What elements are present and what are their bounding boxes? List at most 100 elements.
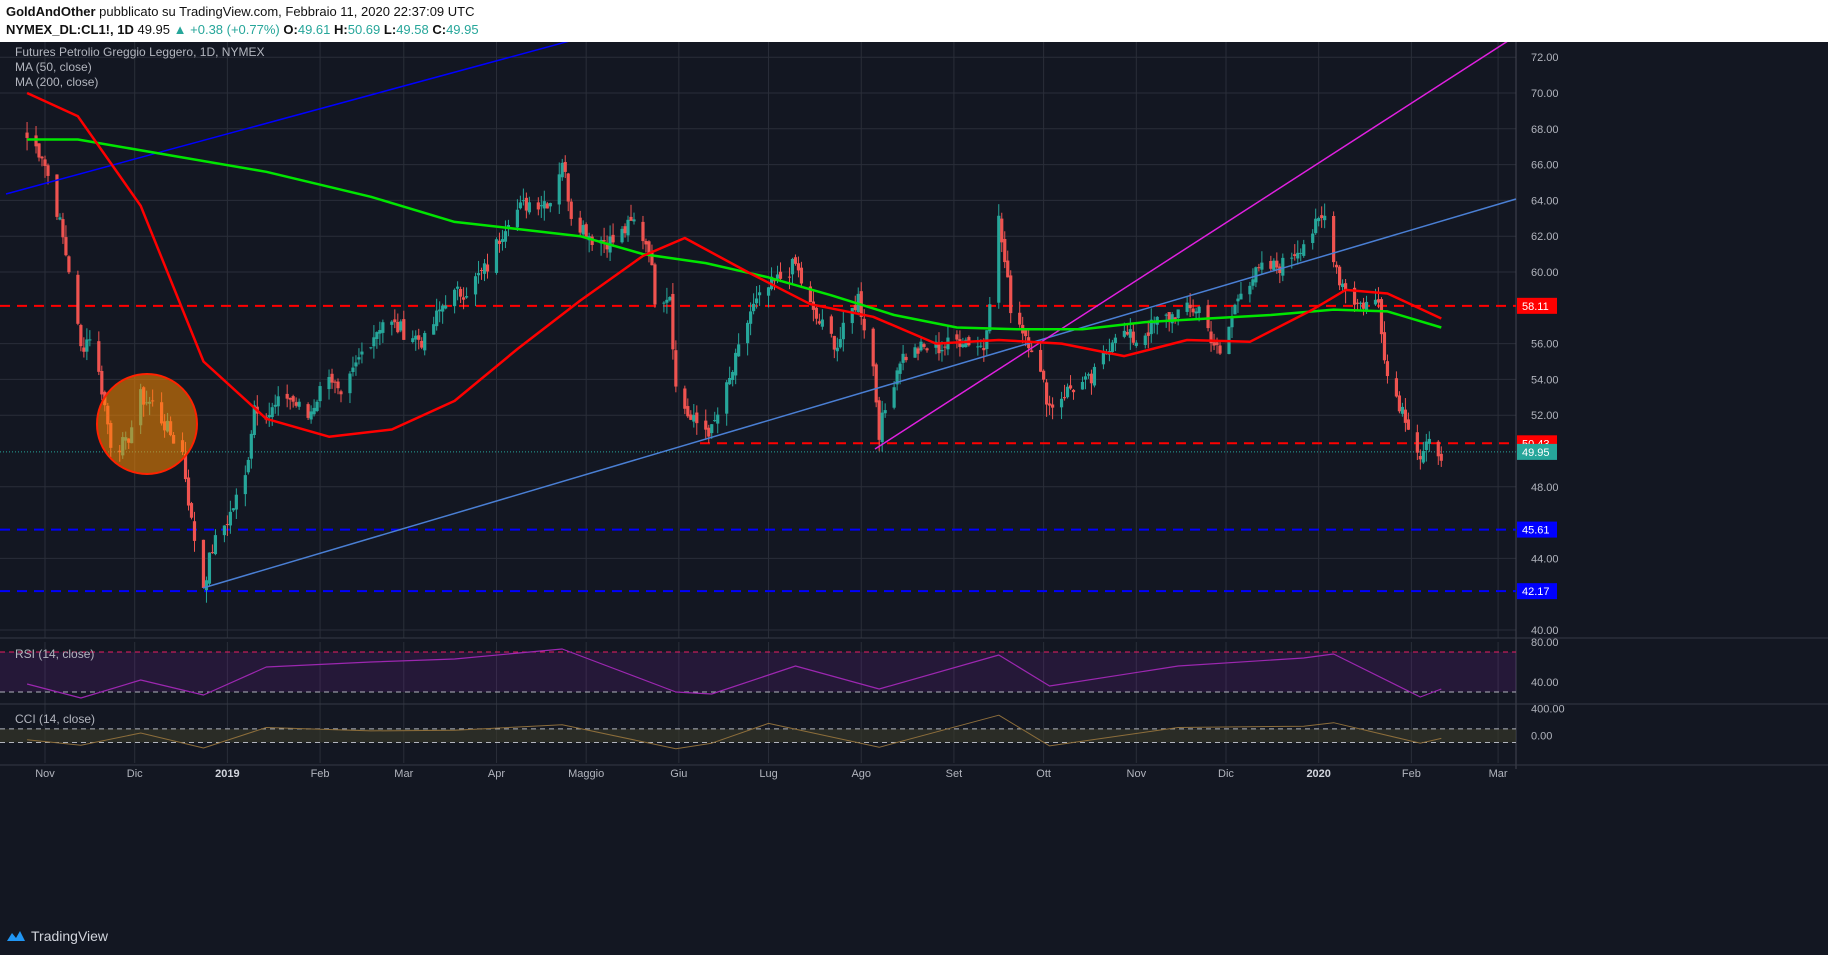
candle-body — [1364, 301, 1369, 311]
candle-body — [213, 535, 218, 555]
rsi-tick-label: 40.00 — [1531, 677, 1559, 689]
candle-body — [1191, 308, 1195, 313]
candle-body — [88, 339, 92, 341]
candle-body — [210, 552, 215, 554]
candle-body — [306, 404, 310, 418]
candle-body — [1355, 302, 1360, 304]
candle-body — [913, 347, 917, 358]
brand[interactable]: TradingView — [6, 928, 108, 944]
x-tick-label: Nov — [35, 768, 55, 780]
candle-body — [692, 414, 696, 422]
x-tick-label: Dic — [1218, 768, 1234, 780]
candle-body — [1206, 305, 1210, 329]
chart-area[interactable]: 40.00 44.00 48.00 52.00 54.00 56.00 60.00 62.00… — [0, 38, 1828, 955]
candle-body — [1352, 287, 1357, 305]
candle-body — [76, 274, 80, 324]
candle-body — [1376, 299, 1381, 303]
candle-body — [414, 335, 418, 340]
candle-body — [189, 503, 194, 518]
candle-body — [435, 310, 439, 327]
price-chart-svg[interactable]: 40.00 44.00 48.00 52.00 54.00 56.00 60.00 62.00… — [0, 38, 1828, 955]
rsi-tick-label: 80.00 — [1531, 637, 1559, 649]
candle-body — [838, 339, 842, 348]
candle-body — [835, 347, 839, 352]
price-badge — [1517, 297, 1557, 314]
candle-body — [396, 321, 400, 333]
candle-body — [252, 405, 256, 436]
candle-body — [1146, 332, 1150, 336]
candle-body — [360, 351, 364, 355]
candle-body — [1254, 267, 1258, 283]
candle-body — [1269, 260, 1273, 269]
candle-body — [461, 297, 466, 300]
trend-line-magenta — [874, 38, 1512, 450]
candle-body — [369, 347, 373, 349]
candle-body — [874, 364, 878, 403]
candle-body — [725, 382, 729, 414]
candle-body — [979, 345, 983, 347]
candle-body — [632, 219, 636, 222]
candle-body — [351, 367, 355, 373]
candle-body — [222, 525, 226, 536]
candle-body — [581, 225, 585, 235]
candle-body — [569, 201, 573, 219]
candle-body — [25, 132, 29, 138]
candle-body — [629, 216, 633, 221]
candle-body — [1373, 299, 1378, 305]
candle-body — [453, 289, 457, 307]
candle-body — [955, 334, 959, 340]
candle-body — [1272, 260, 1276, 271]
high-value: 50.69 — [347, 22, 381, 37]
ma200-line — [27, 138, 1442, 331]
candle-body — [1080, 381, 1085, 390]
legend-ma50: MA (50, close) — [15, 60, 92, 74]
candle-body — [1039, 349, 1043, 372]
candle-body — [67, 256, 71, 273]
candle-body — [650, 252, 654, 266]
candle-body — [710, 424, 714, 434]
candle-body — [204, 580, 209, 591]
candle-body — [473, 276, 478, 295]
candle-body — [186, 477, 191, 506]
candle-body — [683, 388, 687, 409]
candle-body — [566, 173, 570, 202]
candle-body — [494, 239, 499, 273]
candle-body — [961, 344, 965, 348]
candle-body — [500, 239, 505, 242]
tradingview-logo-icon — [7, 931, 25, 941]
candle-body — [704, 420, 708, 430]
candle-body — [1122, 330, 1126, 337]
x-tick-label: Feb — [311, 768, 330, 780]
candle-body — [1296, 252, 1300, 259]
candle-body — [527, 202, 531, 213]
y-tick-label: 68.00 — [1531, 124, 1559, 136]
candle-body — [602, 240, 606, 242]
price-badge-text: 58.11 — [1522, 301, 1549, 313]
candle-body — [417, 335, 421, 340]
candle-body — [46, 165, 50, 176]
candle-body — [943, 346, 947, 348]
candle-body — [662, 302, 666, 304]
rsi-band — [0, 652, 1516, 692]
candle-body — [940, 349, 944, 352]
candle-body — [841, 322, 845, 340]
candle-body — [766, 287, 771, 296]
price-badge — [1517, 443, 1557, 460]
high-label: H: — [334, 22, 348, 37]
candle-body — [641, 221, 645, 242]
x-tick-label: Giu — [670, 768, 687, 780]
candle-body — [336, 381, 340, 389]
candle-body — [850, 308, 854, 324]
candle-body — [752, 303, 756, 312]
x-tick-label: Mar — [394, 768, 413, 780]
candle-body — [288, 397, 292, 400]
candle-body — [1062, 397, 1067, 399]
candle-body — [668, 296, 672, 301]
candle-body — [1209, 331, 1213, 344]
candle-body — [34, 135, 38, 147]
candle-body — [778, 271, 783, 279]
candle-body — [1343, 283, 1348, 291]
candle-body — [1421, 450, 1425, 463]
candle-body — [1415, 432, 1419, 453]
candle-body — [37, 143, 41, 158]
